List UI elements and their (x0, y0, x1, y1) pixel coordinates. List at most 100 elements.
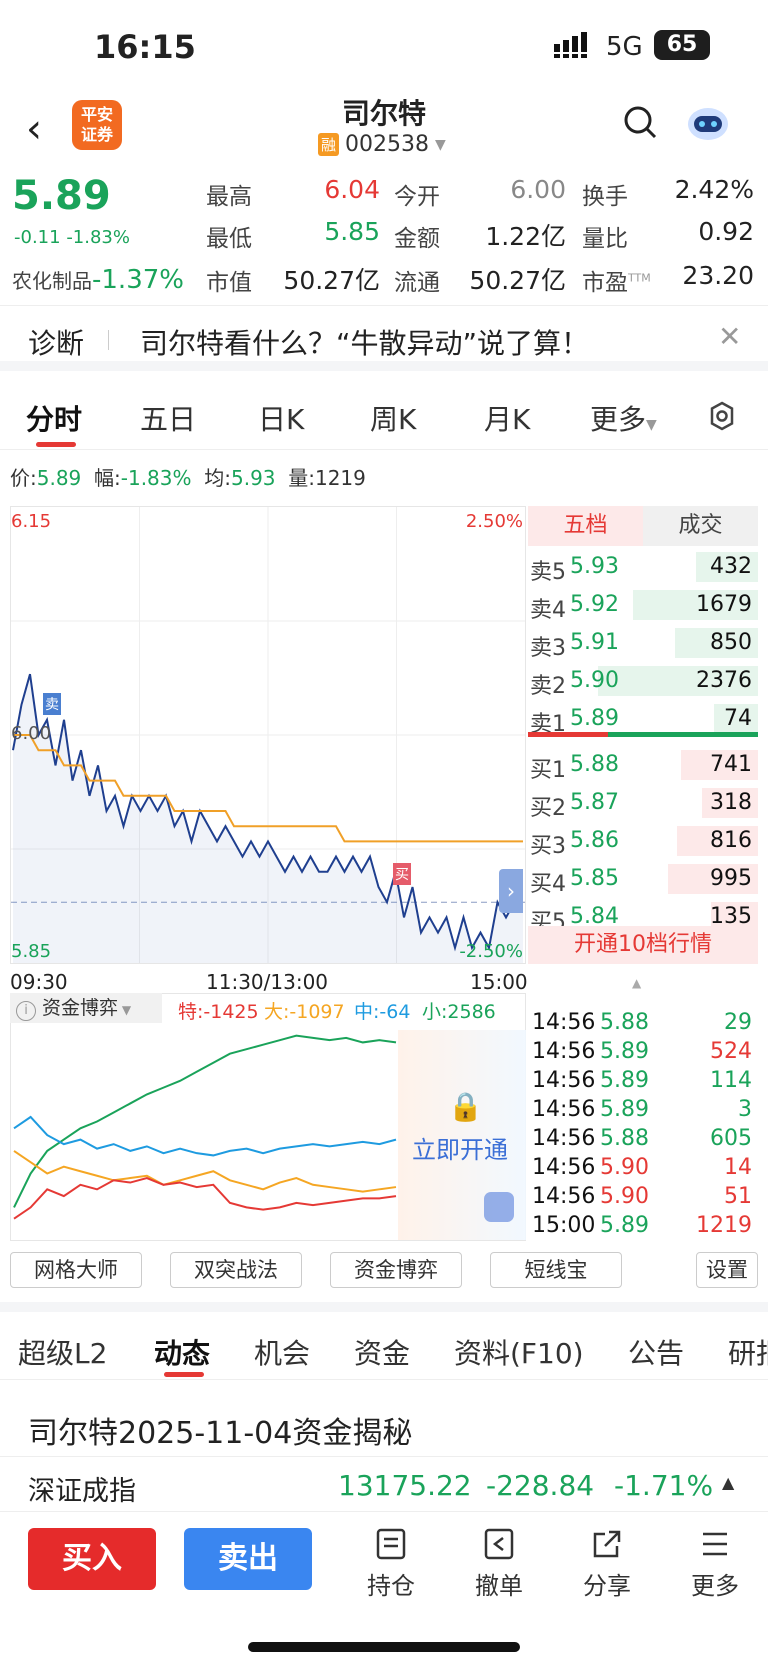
label-open: 今开 (394, 184, 440, 210)
sell-button[interactable]: 卖出 (184, 1528, 312, 1590)
value-turnover: 2.42% (674, 175, 754, 204)
intraday-chart[interactable]: 6.15 6.00 5.85 2.50% -2.50% 卖 买 › (10, 506, 526, 964)
label-turnover: 换手 (582, 184, 628, 210)
volume-bar (702, 788, 758, 818)
back-icon[interactable]: ‹ (26, 106, 42, 152)
double-break-button[interactable]: 双突战法 (170, 1252, 302, 1288)
tab-opportunity[interactable]: 机会 (254, 1337, 311, 1370)
signal-icon (554, 32, 587, 58)
ask-separator (528, 732, 608, 737)
order-book: 五档 成交 卖5 5.93 432 卖4 5.92 1679 卖3 5.91 850 卖2 5.90… (528, 506, 758, 990)
ask-row[interactable]: 卖4 5.92 1679 (528, 586, 758, 624)
share-button[interactable]: 分享 (562, 1526, 652, 1601)
buy-button[interactable]: 买入 (28, 1528, 156, 1590)
tab-funds[interactable]: 资金 (354, 1337, 411, 1370)
chevron-right-icon[interactable]: › (499, 869, 523, 913)
quote-panel: 5.89 -0.11 -1.83% 农化制品-1.37% 最高 6.04 今开 … (0, 165, 768, 300)
ask-row[interactable]: 卖5 5.93 432 (528, 548, 758, 586)
tab-f10[interactable]: 资料(F10) (454, 1337, 584, 1370)
label-pe: 市盈TTM (582, 270, 651, 296)
average-line (13, 734, 523, 843)
tick-close: 15:00 (470, 970, 528, 994)
label-amount: 金额 (394, 226, 440, 252)
tab-weekly-k[interactable]: 周K (370, 403, 417, 436)
stock-code[interactable]: 融 002538 ▼ (318, 132, 446, 157)
bid-row[interactable]: 买1 5.88 741 (528, 746, 758, 784)
close-icon[interactable]: ✕ (718, 320, 742, 353)
caret-up-icon[interactable]: ▲ (722, 1473, 735, 1492)
caret-up-icon[interactable]: ▲ (632, 976, 642, 990)
tab-dynamics[interactable]: 动态 (154, 1337, 211, 1370)
tab-five-level[interactable]: 五档 (528, 506, 643, 546)
fund-flow-header: i 资金博弈 ▼ 特:-1425 大:-1097 中:-64 小:2586 (10, 993, 526, 1025)
bid-row[interactable]: 买3 5.86 816 (528, 822, 758, 860)
search-icon[interactable] (622, 104, 658, 140)
open-10-level-button[interactable]: 开通10档行情 (528, 926, 758, 964)
share-icon (593, 1530, 621, 1558)
broker-logo[interactable]: 平安 证券 (72, 100, 122, 150)
volume-bar (677, 826, 758, 856)
ask-row[interactable]: 卖1 5.89 74 (528, 700, 758, 738)
gear-icon[interactable] (706, 400, 738, 432)
robot-assistant-icon[interactable] (684, 102, 732, 142)
active-tab-indicator (164, 1372, 204, 1377)
y-mid-price: 6.00 (11, 723, 52, 744)
price-area (13, 674, 523, 963)
intraday-chart-svg (11, 507, 525, 963)
index-name: 深证成指 (28, 1476, 136, 1507)
small-fund-line (13, 1034, 397, 1208)
y-bottom-price: 5.85 (11, 941, 52, 962)
value-low: 5.85 (324, 217, 380, 246)
status-time: 16:15 (94, 28, 196, 66)
tab-super-l2[interactable]: 超级L2 (18, 1337, 108, 1370)
ask-row[interactable]: 卖2 5.90 2376 (528, 662, 758, 700)
label-volume-ratio: 量比 (582, 226, 628, 252)
bid-row[interactable]: 买4 5.85 995 (528, 860, 758, 898)
status-bar: 16:15 5G 65 (0, 0, 768, 90)
tab-monthly-k[interactable]: 月K (484, 403, 531, 436)
fund-game-button[interactable]: 资金博弈 (330, 1252, 462, 1288)
volume-bar (696, 552, 758, 582)
positions-icon (376, 1528, 406, 1560)
fund-flow-selector[interactable]: i 资金博弈 ▼ (10, 993, 162, 1023)
margin-badge: 融 (318, 133, 340, 156)
value-volume-ratio: 0.92 (698, 217, 754, 246)
trade-row: 14:56 5.88 605 (532, 1126, 752, 1151)
bid-row[interactable]: 买2 5.87 318 (528, 784, 758, 822)
sell-marker[interactable]: 卖 (43, 693, 61, 715)
sector-change[interactable]: 农化制品-1.37% (12, 265, 184, 295)
trade-row: 14:56 5.90 14 (532, 1155, 752, 1180)
grid-master-button[interactable]: 网格大师 (10, 1252, 142, 1288)
positions-button[interactable]: 持仓 (346, 1526, 436, 1601)
short-line-button[interactable]: 短线宝 (490, 1252, 622, 1288)
unlock-overlay[interactable]: 🔒 立即开通 (398, 1030, 526, 1240)
price-line (12, 673, 523, 952)
y-bottom-pct: -2.50% (459, 941, 523, 962)
diagnosis-text[interactable]: 司尔特看什么？“牛散异动”说了算！ (140, 327, 590, 360)
tab-more[interactable]: 更多▼ (590, 403, 657, 436)
cancel-order-button[interactable]: 撤单 (454, 1526, 544, 1601)
tab-announcement[interactable]: 公告 (628, 1337, 685, 1370)
unlock-text[interactable]: 立即开通 (412, 1136, 508, 1164)
expand-icon[interactable] (484, 1192, 514, 1222)
news-tabs: 超级L2 动态 机会 资金 资料(F10) 公告 研报 (0, 1302, 768, 1380)
tab-five-day[interactable]: 五日 (140, 403, 197, 436)
stock-code-text: 002538 (345, 132, 429, 157)
fund-large: 大:-1097 (264, 1001, 345, 1023)
buy-marker[interactable]: 买 (393, 863, 411, 885)
news-title[interactable]: 司尔特2025-11-04资金揭秘 (28, 1416, 413, 1451)
index-ticker[interactable]: 深证成指 13175.22 -228.84 -1.71% ▲ (0, 1456, 768, 1512)
more-button[interactable]: 更多 (670, 1526, 760, 1601)
diagnosis-banner[interactable]: 诊断 司尔特看什么？“牛散异动”说了算！ ✕ (0, 305, 768, 371)
tab-research[interactable]: 研报 (728, 1337, 768, 1370)
tab-daily-k[interactable]: 日K (258, 403, 305, 436)
special-fund-line (13, 1176, 397, 1220)
settings-button[interactable]: 设置 (696, 1252, 758, 1288)
fund-medium: 中:-64 (354, 1001, 411, 1023)
tab-trades[interactable]: 成交 (643, 506, 758, 546)
y-top-pct: 2.50% (465, 511, 523, 532)
volume-bar (681, 750, 758, 780)
ask-row[interactable]: 卖3 5.91 850 (528, 624, 758, 662)
tab-intraday[interactable]: 分时 (26, 403, 83, 436)
index-pct: -1.71% (614, 1469, 714, 1502)
